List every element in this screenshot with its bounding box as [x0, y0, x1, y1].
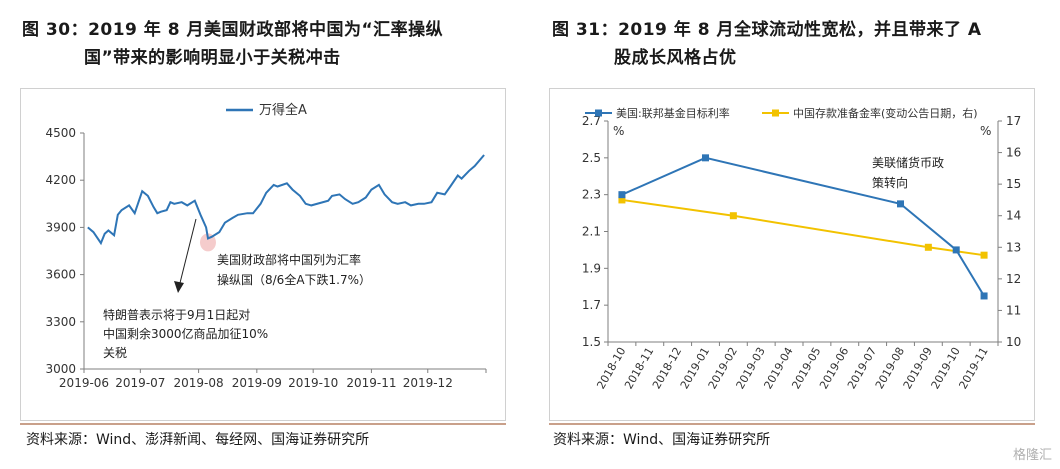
legend-marker-rrr: [772, 109, 779, 117]
x-tick-label: 2019-10: [288, 376, 338, 390]
figure-31-title-line1: 图 31：2019 年 8 月全球流动性宽松，并且带来了 A: [552, 20, 982, 40]
figure-30-title-line1: 图 30：2019 年 8 月美国财政部将中国为“汇率操纵: [22, 20, 444, 40]
right-axis-unit: %: [980, 124, 991, 138]
y-tick-label: 3000: [45, 362, 76, 376]
y-tick-label-right: 10: [1006, 335, 1021, 349]
highlight-marker: [199, 233, 216, 252]
legend-label-fed: 美国:联邦基金目标利率: [616, 106, 730, 120]
x-tick-label: 2019-12: [403, 376, 453, 390]
marker-fed-funds: [980, 292, 988, 300]
y-tick-label-right: 14: [1006, 209, 1021, 223]
y-tick-label-left: 2.3: [582, 188, 601, 202]
watermark: 格隆汇: [1012, 448, 1052, 463]
y-tick-label-right: 12: [1006, 272, 1021, 286]
series-line-wind-all-a: [87, 154, 485, 246]
marker-china-rrr: [729, 212, 737, 220]
legend-marker-fed: [595, 109, 602, 117]
annotation-a-line1: 美国财政部将中国列为汇率: [217, 252, 361, 267]
y-tick-label-left: 2.1: [582, 225, 601, 239]
y-tick-label: 4200: [45, 173, 76, 187]
y-tick-label: 3600: [45, 268, 76, 282]
source-divider-right: [549, 423, 1035, 425]
annotation-b-line1: 特朗普表示将于9月1日起对: [103, 307, 250, 322]
y-tick-label-right: 11: [1006, 303, 1021, 317]
chart-31-frame: 1.5 1.7 1.9 2.1 2.3 2.5 2.7 10 11 12 13 14 15 16 17%% 2…: [549, 88, 1035, 421]
marker-china-rrr: [924, 243, 932, 251]
y-tick-label-right: 13: [1006, 240, 1021, 254]
figure-31-source: 资料来源：Wind、国海证券研究所: [553, 432, 771, 448]
marker-china-rrr: [980, 251, 988, 259]
annotation-b-line3: 关税: [103, 346, 127, 360]
y-tick-label-left: 1.7: [582, 298, 601, 312]
x-tick-label: 2019-06: [59, 376, 109, 390]
annotation-b-line2: 中国剩余3000亿商品加征10%: [103, 326, 268, 341]
legend-label-rrr: 中国存款准备金率(变动公告日期，右): [793, 106, 978, 120]
figure-31-title: 图 31：2019 年 8 月全球流动性宽松，并且带来了 A 股成长风格占优: [552, 16, 1052, 72]
y-tick-label: 3900: [45, 220, 76, 234]
source-divider-left: [20, 423, 506, 425]
y-tick-label-left: 2.5: [582, 151, 601, 165]
marker-china-rrr: [618, 196, 626, 204]
marker-fed-funds: [702, 154, 709, 162]
figure-30-title-line2: 国”带来的影响明显小于关税冲击: [84, 48, 341, 68]
y-tick-label-right: 15: [1006, 177, 1021, 191]
marker-fed-funds: [952, 246, 960, 254]
annotation-a-line2: 操纵国（8/6全A下跌1.7%）: [217, 272, 371, 287]
x-tick-label: 2019-11: [346, 376, 396, 390]
marker-fed-funds: [618, 191, 626, 199]
annotation-arrow: [178, 218, 197, 288]
annotation-line2: 策转向: [872, 175, 908, 190]
y-tick-label-left: 1.5: [582, 335, 601, 349]
y-tick-label: 4500: [45, 126, 76, 140]
chart-30: 3000 3300 3600 3900 4200 4500 2019-06 2019-07 20…: [45, 102, 487, 390]
annotation-line1: 美联储货币政: [872, 155, 944, 170]
figure-30-title: 图 30：2019 年 8 月美国财政部将中国为“汇率操纵 国”带来的影响明显小…: [22, 16, 522, 72]
figure-30-source: 资料来源：Wind、澎湃新闻、每经网、国海证券研究所: [26, 432, 370, 448]
y-tick-label-left: 1.9: [582, 261, 601, 275]
chart-30-frame: 3000 3300 3600 3900 4200 4500 2019-06 2019-07 20…: [20, 88, 506, 421]
left-axis-unit: %: [613, 124, 624, 138]
y-tick-label-right: 16: [1006, 146, 1021, 160]
figure-31-title-line2: 股成长风格占优: [614, 48, 737, 68]
x-tick-label: 2019-09: [232, 376, 282, 390]
x-tick-label: 2019-07: [115, 376, 165, 390]
y-tick-label-left: 2.7: [582, 114, 601, 128]
annotation-arrow-head: [174, 281, 184, 293]
legend-label: 万得全A: [259, 102, 307, 118]
y-tick-label: 3300: [45, 315, 76, 329]
x-tick-label: 2019-08: [174, 376, 224, 390]
y-tick-label-right: 17: [1006, 114, 1021, 128]
marker-fed-funds: [897, 200, 904, 208]
